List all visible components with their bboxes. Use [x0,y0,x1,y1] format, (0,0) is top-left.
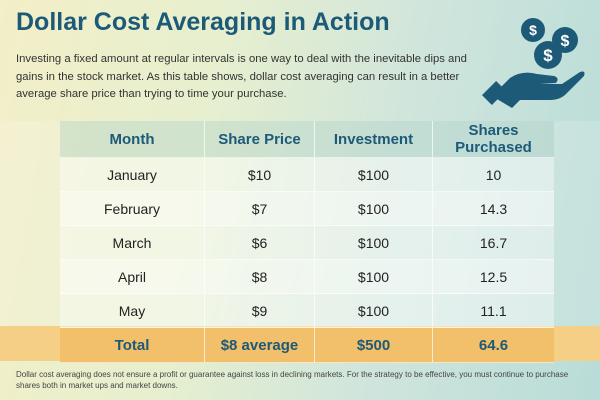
svg-text:$: $ [561,33,570,50]
cell-investment: $100 [315,158,433,191]
cell-price: $10 [205,158,315,191]
table-row: February $7 $100 14.3 [60,192,554,226]
header-month: Month [60,121,205,157]
dca-table: Month Share Price Investment Shares Purc… [60,121,554,363]
cell-month: January [60,158,205,191]
cell-shares: 14.3 [479,200,508,217]
cell-shares: 12.5 [479,268,508,285]
cell-price: $9 [205,294,315,327]
cell-shares: 10 [485,166,502,183]
table-row: March $6 $100 16.7 [60,226,554,260]
cell-month: May [60,294,205,327]
total-price: $8 average [205,328,315,362]
cell-investment: $100 [315,192,433,225]
total-investment: $500 [315,328,433,362]
footnote: Dollar cost averaging does not ensure a … [16,370,569,390]
cell-investment: $100 [315,260,433,293]
cell-price: $6 [205,226,315,259]
intro-text: Investing a fixed amount at regular inte… [16,53,467,100]
total-shares: 64.6 [478,336,509,354]
page-title: Dollar Cost Averaging in Action [16,8,390,36]
cell-investment: $100 [315,294,433,327]
header-investment: Investment [315,121,433,157]
table-row: April $8 $100 12.5 [60,260,554,294]
cell-price: $8 [205,260,315,293]
cell-month: April [60,260,205,293]
cell-shares: 11.1 [480,302,507,319]
table-body: January $10 $100 10 February $7 $100 14.3 Marc… [60,158,554,328]
table-header: Month Share Price Investment Shares Purc… [60,121,554,158]
cell-investment: $100 [315,226,433,259]
total-label: Total [60,328,205,362]
table-row: May $9 $100 11.1 [60,294,554,328]
cell-month: March [60,226,205,259]
cell-price: $7 [205,192,315,225]
table-band [0,121,600,361]
hand-coins-icon: $ $ $ [482,18,585,108]
table-row: January $10 $100 10 [60,158,554,192]
svg-text:$: $ [543,46,553,65]
cell-shares: 16.7 [479,234,508,251]
header-share-price: Share Price [205,121,315,157]
header-shares-purchased: Shares Purchased [455,122,532,156]
total-row: Total $8 average $500 64.6 [60,328,554,363]
svg-text:$: $ [529,22,537,38]
cell-month: February [60,192,205,225]
